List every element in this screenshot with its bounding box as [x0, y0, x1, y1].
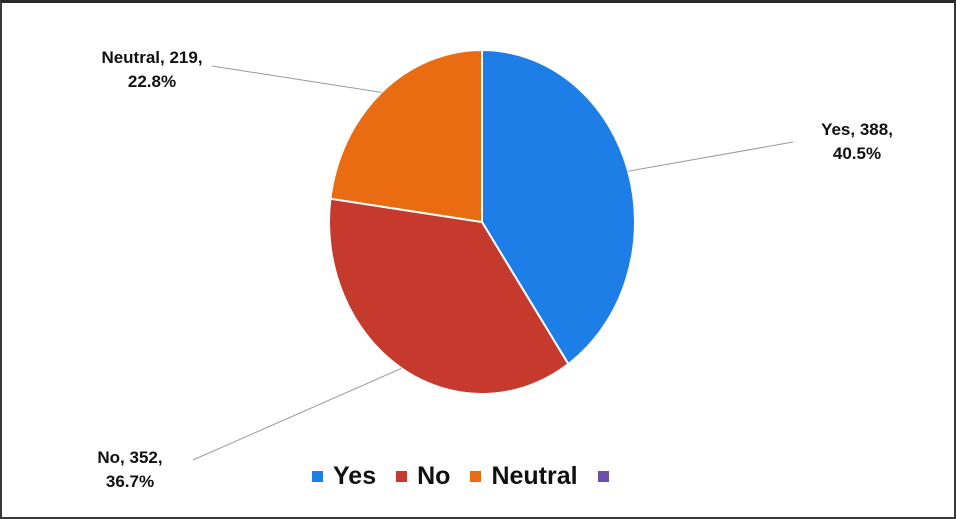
pie-slice-no: [328, 197, 570, 395]
pie-slice-yes: [481, 48, 636, 366]
legend-item-neutral: Neutral: [470, 462, 578, 491]
leader-line-neutral: [211, 65, 382, 93]
data-label-yes: Yes, 388, 40.5%: [782, 118, 932, 166]
legend-swatch-no: [396, 471, 408, 482]
legend-swatch-neutral: [470, 471, 482, 482]
chart-legend: Yes No Neutral: [312, 462, 639, 491]
legend-label-no: No: [417, 462, 451, 490]
data-label-no-line1: No, 352,: [97, 448, 163, 467]
data-label-neutral-line1: Neutral, 219,: [101, 48, 203, 67]
pie-slice-neutral: [329, 48, 483, 224]
legend-label-yes: Yes: [333, 462, 377, 490]
legend-item-yes: Yes: [312, 462, 376, 491]
data-label-yes-line2: 40.5%: [832, 144, 882, 163]
data-label-no: No, 352, 36.7%: [60, 446, 200, 494]
leader-line-yes: [628, 141, 794, 172]
leader-lines: [192, 65, 794, 461]
legend-label-neutral: Neutral: [491, 462, 578, 490]
data-label-neutral: Neutral, 219, 22.8%: [62, 46, 242, 94]
pie-slices: [328, 48, 636, 395]
data-label-no-line2: 36.7%: [105, 472, 155, 491]
legend-item-no: No: [396, 462, 450, 491]
data-label-neutral-line2: 22.8%: [127, 72, 177, 91]
legend-swatch-empty: [597, 471, 609, 482]
leader-line-no: [192, 367, 402, 461]
legend-item-empty: [597, 471, 619, 482]
data-label-yes-line1: Yes, 388,: [821, 120, 893, 139]
legend-swatch-yes: [312, 471, 323, 482]
